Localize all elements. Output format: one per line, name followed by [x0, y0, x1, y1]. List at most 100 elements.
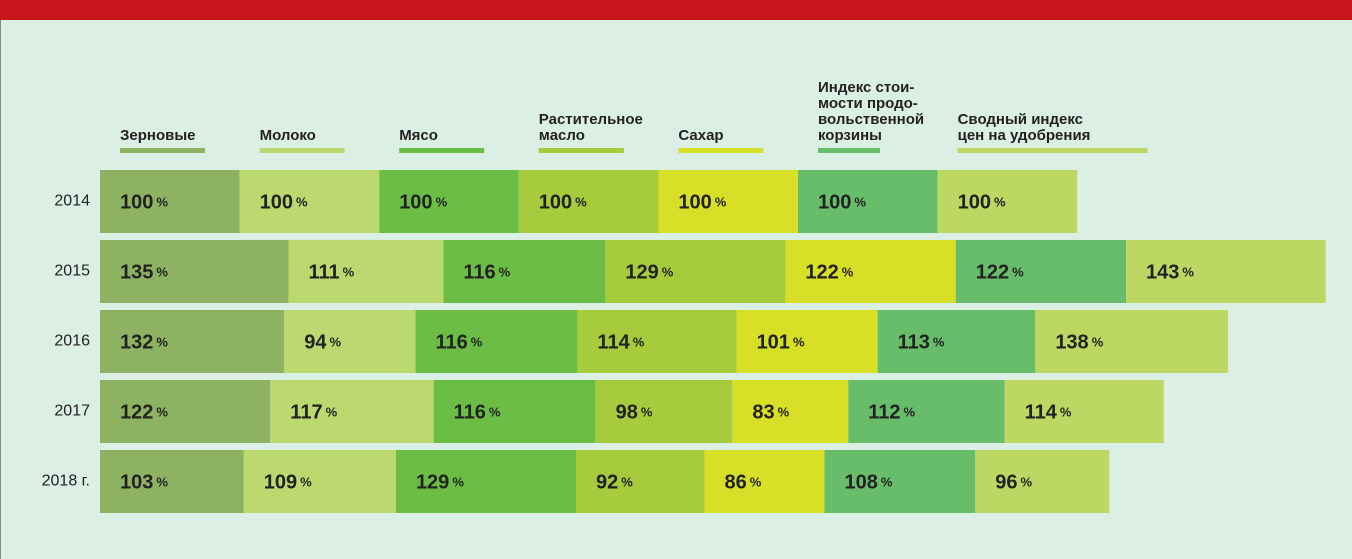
value-unit: % [1021, 475, 1033, 490]
bar-segment [395, 450, 577, 513]
bar-segment [785, 240, 956, 303]
value-label: 111% [308, 262, 354, 284]
value-unit: % [452, 475, 464, 490]
value-label: 114% [1025, 402, 1072, 424]
value-unit: % [621, 475, 633, 490]
legend-swatch [538, 148, 624, 153]
value-number: 116 [463, 262, 495, 284]
bar-segment [1004, 380, 1164, 443]
value-label: 138% [1055, 332, 1103, 354]
bar-segment [100, 310, 285, 373]
value-unit: % [662, 265, 674, 280]
value-number: 103 [120, 472, 153, 494]
text-line: вольственной [818, 111, 924, 128]
value-unit: % [881, 475, 893, 490]
value-number: 111 [308, 262, 339, 284]
bar-segment [955, 240, 1127, 303]
value-unit: % [994, 195, 1006, 210]
text-line: Сахар [678, 127, 723, 144]
value-label: 122% [976, 262, 1024, 284]
bar-segment [284, 310, 416, 373]
value-unit: % [343, 265, 355, 280]
value-unit: % [842, 265, 854, 280]
text-line: Сводный индекс [958, 111, 1083, 128]
y-tick-label: 2016 [54, 333, 90, 350]
value-number: 113 [898, 332, 930, 354]
value-unit: % [904, 405, 916, 420]
value-number: 100 [958, 192, 991, 214]
bar-segment [975, 450, 1110, 513]
value-unit: % [436, 195, 448, 210]
value-label: 116% [435, 332, 482, 354]
bar-segment [704, 450, 825, 513]
value-label: 122% [805, 262, 853, 284]
bar-segment [605, 240, 786, 303]
header-bar [0, 0, 1352, 20]
value-label: 98% [616, 402, 653, 424]
bar-segment [848, 380, 1005, 443]
bar-segment [736, 310, 878, 373]
text-line: Индекс стои- [818, 79, 914, 96]
legend-label: Молоко [260, 127, 316, 144]
value-number: 138 [1055, 332, 1088, 354]
value-label: 117% [290, 402, 337, 424]
bar-segment [877, 310, 1036, 373]
value-label: 112% [868, 402, 915, 424]
text-line: мости продо- [818, 95, 918, 112]
value-label: 100% [818, 192, 866, 214]
value-label: 129% [416, 472, 464, 494]
bar-segment [732, 380, 849, 443]
value-number: 112 [868, 402, 900, 424]
text-line: цен на удобрения [958, 127, 1091, 144]
value-number: 122 [976, 262, 1009, 284]
value-unit: % [1012, 265, 1024, 280]
value-unit: % [489, 405, 501, 420]
value-label: 143% [1146, 262, 1194, 284]
legend-swatch [399, 148, 485, 153]
bar-segment [1126, 240, 1326, 303]
value-label: 100% [120, 192, 168, 214]
value-unit: % [1092, 335, 1104, 350]
bar-segment [100, 380, 271, 443]
value-number: 143 [1146, 262, 1179, 284]
text-line: Молоко [260, 127, 316, 144]
value-number: 135 [120, 262, 153, 284]
value-number: 129 [625, 262, 658, 284]
value-label: 96% [995, 472, 1032, 494]
value-unit: % [933, 335, 945, 350]
value-unit: % [326, 405, 338, 420]
value-unit: % [641, 405, 653, 420]
value-label: 113% [898, 332, 945, 354]
value-unit: % [575, 195, 587, 210]
value-label: 122% [120, 402, 168, 424]
y-tick-label: 2018 г. [42, 473, 90, 490]
value-unit: % [156, 195, 168, 210]
bar-segment [595, 380, 733, 443]
value-label: 100% [260, 192, 308, 214]
value-label: 116% [454, 402, 501, 424]
legend-swatch [120, 148, 205, 153]
bar-segment [518, 170, 659, 233]
value-unit: % [296, 195, 308, 210]
legend-label: Мясо [399, 127, 438, 144]
value-label: 103% [120, 472, 168, 494]
value-label: 100% [958, 192, 1006, 214]
value-unit: % [715, 195, 727, 210]
bar-segment [243, 450, 396, 513]
value-label: 129% [625, 262, 673, 284]
value-number: 109 [264, 472, 297, 494]
legend-swatch [818, 148, 880, 153]
y-tick-label: 2014 [54, 193, 90, 210]
bar-segment [576, 450, 705, 513]
value-number: 86 [724, 472, 746, 494]
value-unit: % [1182, 265, 1194, 280]
value-number: 122 [120, 402, 153, 424]
legend-swatch [678, 148, 764, 153]
bar-segment [100, 240, 289, 303]
bar-segment [433, 380, 596, 443]
bar-segment [1035, 310, 1228, 373]
value-label: 135% [120, 262, 168, 284]
text-line: Зерновые [120, 127, 196, 144]
value-unit: % [156, 475, 168, 490]
value-label: 94% [304, 332, 341, 354]
